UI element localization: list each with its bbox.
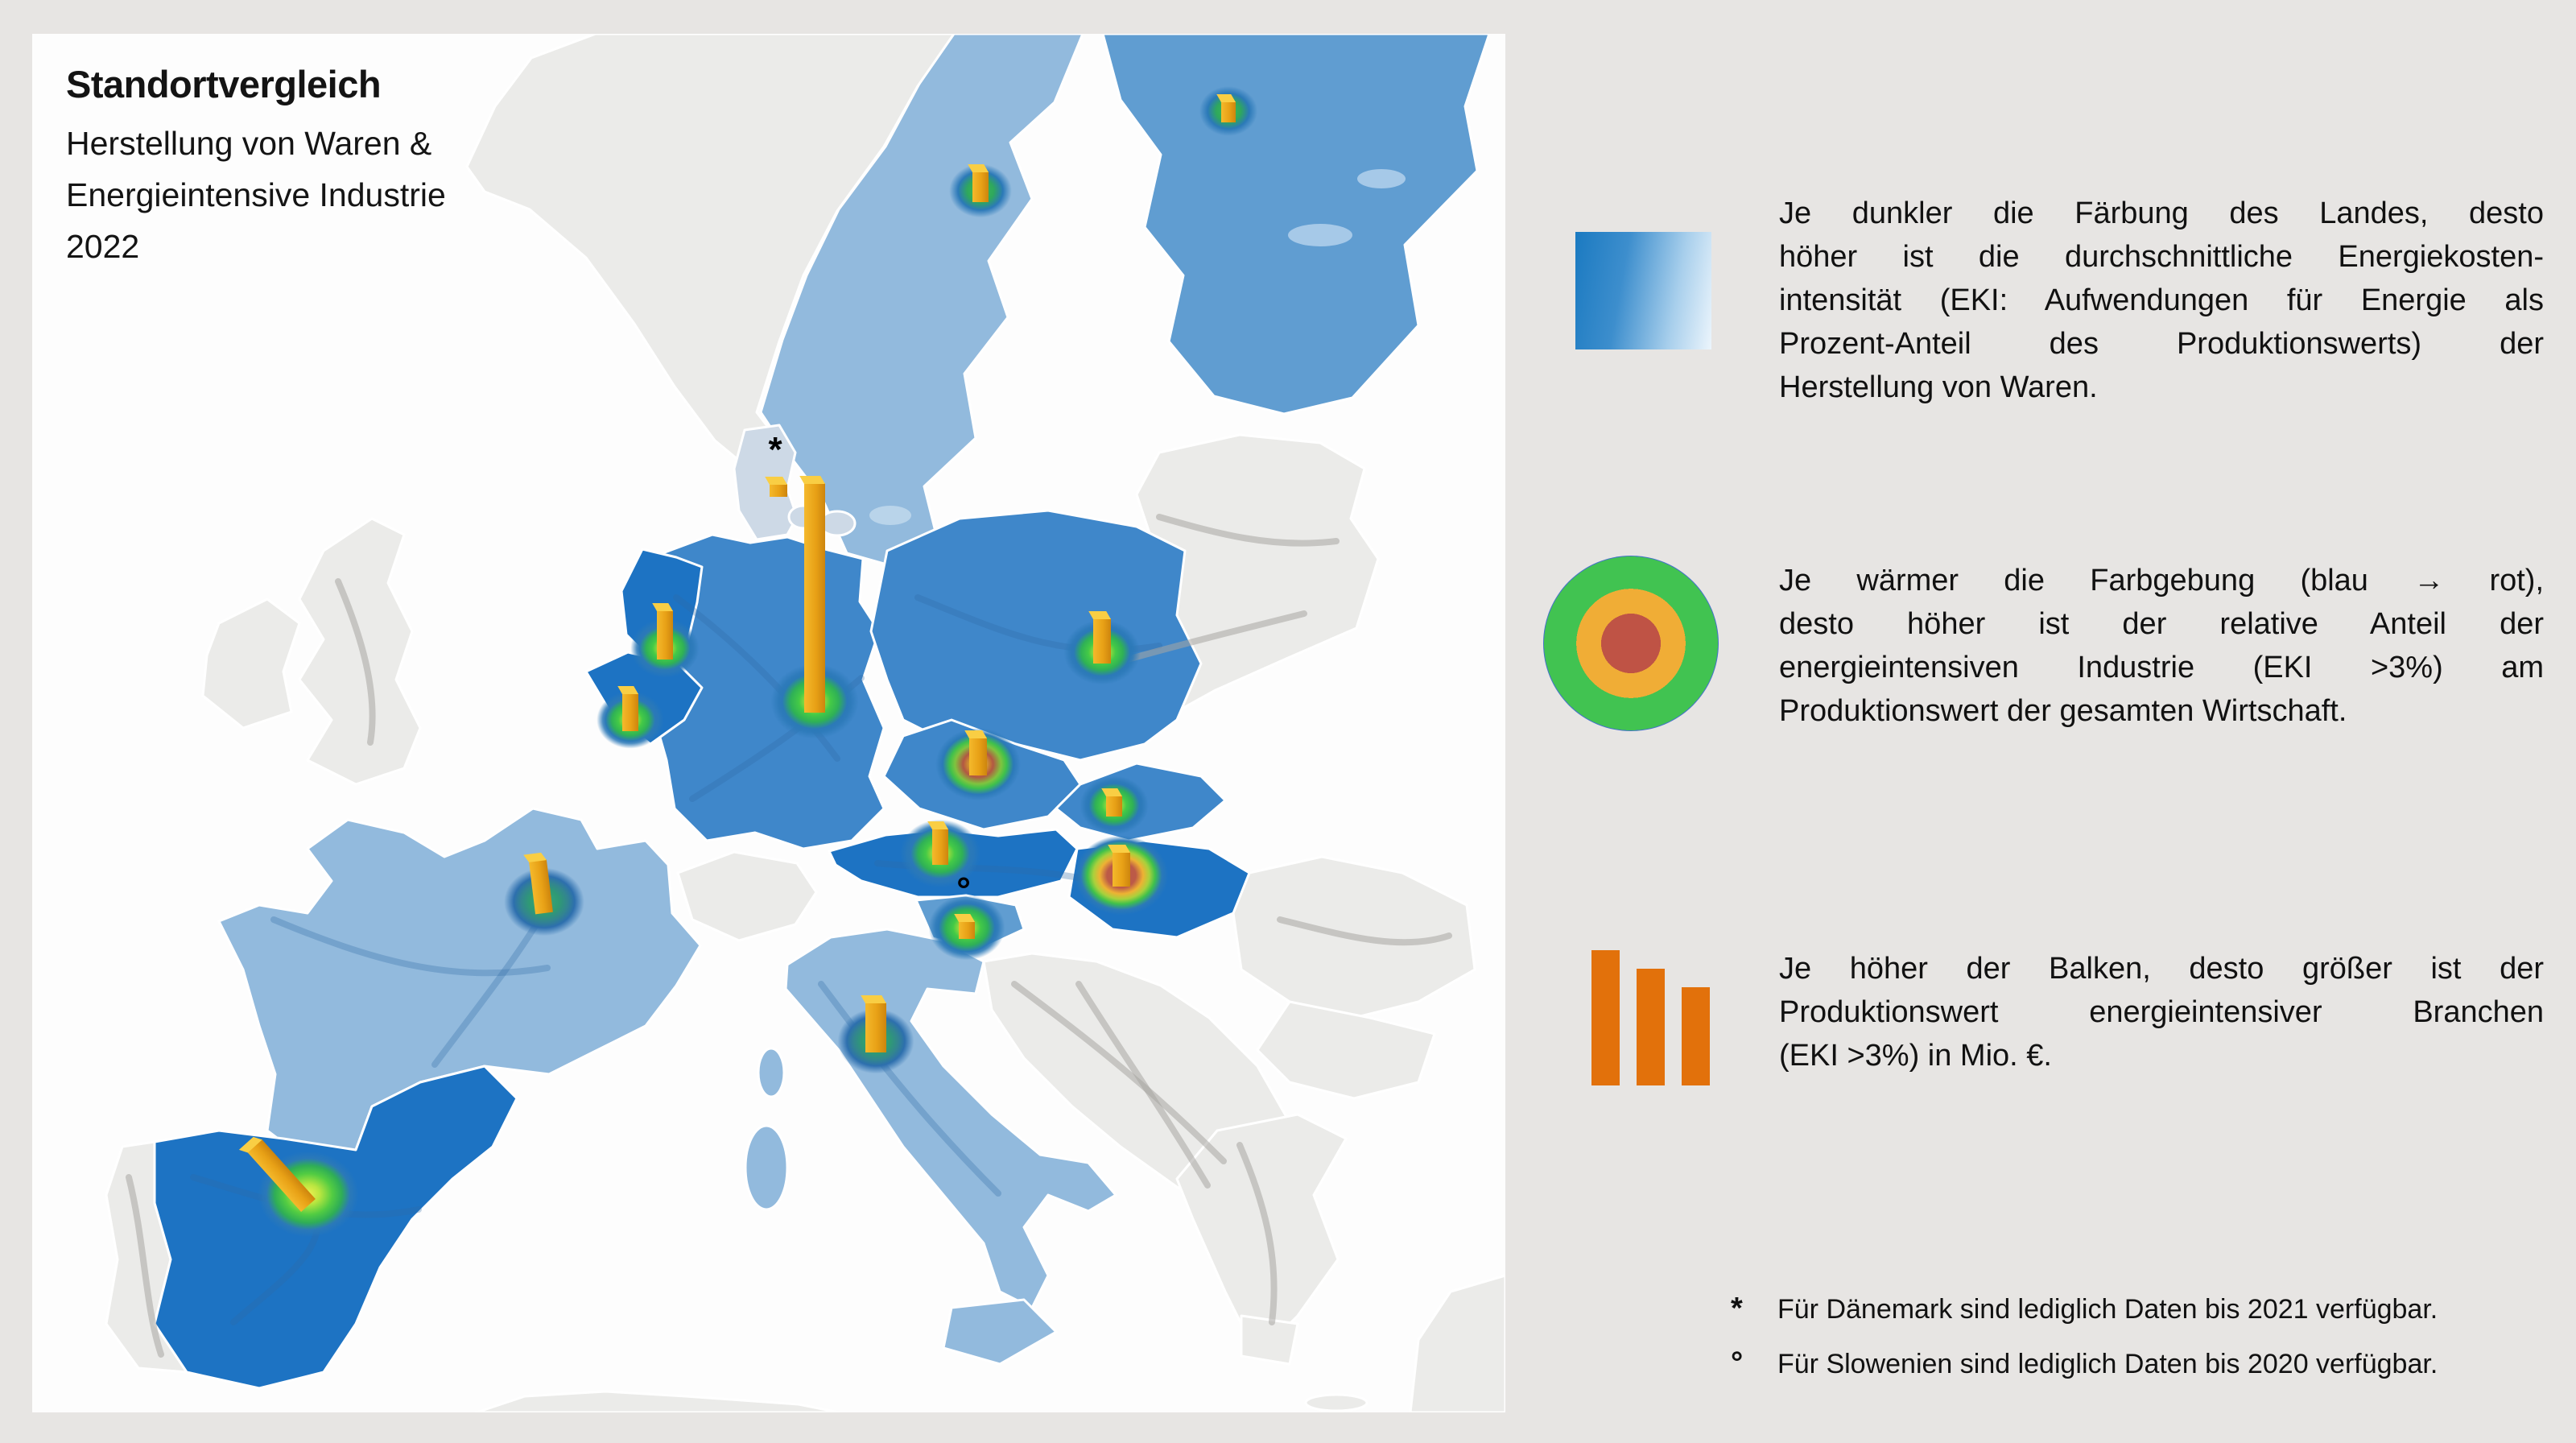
bar-front-face — [1113, 852, 1130, 887]
country-corsica — [757, 1047, 786, 1098]
bar-front-face — [932, 829, 948, 865]
eki-gradient-swatch-icon — [1575, 232, 1711, 349]
map-panel: Standortvergleich Herstellung von Waren … — [32, 34, 1505, 1412]
production-value-bar — [652, 603, 673, 659]
roads-france — [270, 916, 551, 977]
production-value-bar — [927, 821, 948, 865]
country-crete — [1304, 1393, 1368, 1412]
legend-line: Je dunkler die Färbung des Landes, desto — [1779, 196, 2544, 230]
production-value-bar — [1108, 845, 1130, 887]
legend-line: Je wärmer die Farbgebung (blau → rot), — [1779, 564, 2544, 597]
target-circles-icon — [1543, 556, 1719, 731]
footnote-marker-symbol: * — [768, 430, 782, 469]
subtitle-line: Energieintensive Industrie — [66, 176, 446, 213]
legend-line: Produktionswert energieintensiver Branch… — [1779, 995, 2544, 1029]
roads-romania — [1277, 916, 1452, 946]
legend-line: höher ist die durchschnittliche Energiek… — [1779, 240, 2544, 274]
footnote-denmark: * Für Dänemark sind lediglich Daten bis 2… — [1731, 1292, 2544, 1326]
footnote-text: Für Slowenien sind lediglich Daten bis 2… — [1777, 1349, 2438, 1379]
bar-chart-icon — [1591, 950, 1712, 1085]
country-ireland — [201, 597, 301, 730]
title-block: Standortvergleich Herstellung von Waren … — [66, 61, 446, 272]
legend-bar — [1637, 969, 1665, 1085]
bar-front-face — [1106, 796, 1122, 817]
country-norway — [465, 34, 956, 477]
legend-line: Prozent-Anteil des Produktionswerts) der — [1779, 327, 2544, 361]
roads-baltics — [1156, 514, 1340, 547]
footnote-text: Für Dänemark sind lediglich Daten bis 20… — [1777, 1294, 2438, 1325]
country-poland — [869, 509, 1203, 762]
country-peloponnese — [1240, 1314, 1299, 1366]
subtitle-line: Herstellung von Waren & — [66, 125, 432, 162]
legend-text-shading: Je dunkler die Färbung des Landes, desto… — [1779, 192, 2544, 409]
roads-italy — [818, 981, 1001, 1197]
legend-line: Herstellung von Waren. — [1779, 370, 2098, 404]
country-sicily — [942, 1298, 1058, 1366]
legend-bar — [1682, 987, 1710, 1085]
legend-line: intensität (EKI: Aufwendungen für Energi… — [1779, 283, 2544, 317]
production-value-bar — [617, 686, 638, 731]
legend-line: (EKI >3%) in Mio. €. — [1779, 1039, 2052, 1073]
asterisk-symbol: * — [1731, 1292, 1743, 1325]
production-value-bar — [1088, 611, 1111, 664]
bar-front-face — [969, 738, 987, 775]
footnote-slovenia: ° Für Slowenien sind lediglich Daten bis … — [1731, 1346, 2544, 1381]
country-turkey — [1409, 1274, 1505, 1412]
legend-text-bars: Je höher der Balken, desto größer ist de… — [1779, 947, 2544, 1077]
lake — [1357, 169, 1406, 188]
production-value-bar — [954, 914, 975, 939]
bar-front-face — [972, 172, 989, 202]
degree-symbol: ° — [1731, 1346, 1744, 1380]
bar-front-face — [804, 483, 825, 713]
bar-front-face — [959, 921, 975, 939]
country-denmark — [733, 424, 799, 541]
bar-front-face — [1093, 618, 1111, 664]
page-subtitle: Herstellung von Waren & Energieintensive… — [66, 118, 446, 272]
legend-bar — [1591, 950, 1620, 1085]
production-value-bar — [1101, 788, 1122, 817]
production-value-bar — [968, 164, 989, 202]
footnote-marker-symbol: ° — [956, 870, 971, 910]
bar-front-face — [770, 484, 787, 497]
roads-portugal — [126, 1174, 164, 1358]
lake — [1288, 224, 1352, 246]
bar-front-face — [865, 1003, 886, 1052]
country-greece — [1175, 1113, 1348, 1358]
country-finland — [1101, 34, 1491, 416]
roads-balkans — [1011, 981, 1227, 1164]
country-bulgaria — [1256, 1000, 1436, 1100]
legend-line: desto höher ist der relative Anteil der — [1779, 607, 2544, 641]
production-value-bar — [861, 995, 886, 1052]
page-title: Standortvergleich — [66, 63, 382, 105]
legend-line: Je höher der Balken, desto größer ist de… — [1779, 952, 2544, 986]
roads-greece — [1236, 1142, 1278, 1325]
bar-front-face — [1221, 101, 1236, 122]
legend-text-circles: Je wärmer die Farbgebung (blau → rot), de… — [1779, 559, 2544, 733]
bar-top-face — [799, 476, 825, 484]
production-value-bar — [1216, 94, 1236, 122]
legend-line: energieintensiven Industrie (EKI >3%) am — [1779, 651, 2544, 684]
roads-balkans — [1075, 981, 1211, 1189]
lake — [869, 506, 911, 525]
bar-front-face — [657, 610, 673, 659]
production-value-bar — [964, 730, 987, 775]
production-value-bar — [765, 477, 787, 497]
country-sardinia — [744, 1124, 789, 1211]
roads-uk — [335, 578, 376, 746]
subtitle-line: 2022 — [66, 228, 140, 265]
coast-africa — [475, 1390, 840, 1412]
production-value-bar — [799, 476, 825, 713]
country-switzerland — [676, 850, 818, 942]
legend-line: Produktionswert der gesamten Wirtschaft. — [1779, 694, 2347, 728]
bar-front-face — [622, 693, 638, 731]
bar-top-face — [861, 995, 886, 1003]
